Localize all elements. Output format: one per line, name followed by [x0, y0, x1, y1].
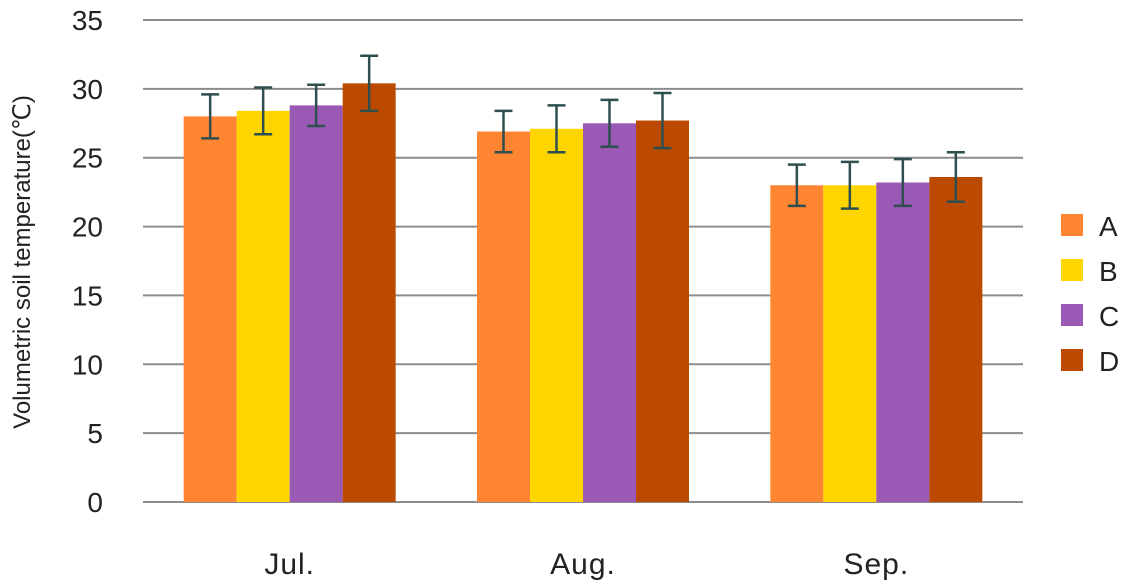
error-bar: [494, 109, 513, 154]
bar-a: [183, 116, 237, 503]
bar-a: [477, 131, 530, 502]
y-tick-label: 20: [72, 212, 103, 243]
x-axis-categories: Jul. Aug. Sep.: [264, 548, 909, 581]
bar-c: [876, 182, 930, 502]
bar-a: [770, 185, 824, 502]
y-tick-label: 0: [87, 487, 103, 518]
bar-d: [929, 176, 983, 502]
bar-c: [583, 123, 636, 503]
x-category-label: Sep.: [843, 548, 909, 581]
y-tick-label: 15: [72, 280, 103, 311]
error-bar: [547, 104, 566, 154]
y-axis-ticks: 0 5 10 15 20 25 30 35: [72, 5, 103, 518]
legend-label: D: [1099, 346, 1119, 377]
bar-c: [289, 105, 343, 502]
x-category-label: Jul.: [264, 548, 315, 581]
bar-b: [236, 110, 290, 503]
bar-b: [823, 185, 877, 502]
bar-d: [636, 120, 689, 502]
error-bar: [787, 163, 806, 208]
y-axis-label: Volumetric soil temperature(℃): [9, 95, 36, 429]
y-tick-label: 35: [72, 5, 103, 36]
x-category-label: Aug.: [550, 548, 616, 581]
legend-label: A: [1099, 211, 1118, 242]
legend-label: C: [1099, 301, 1119, 332]
error-bar: [653, 91, 672, 150]
error-bar: [893, 157, 912, 208]
bars: [183, 83, 983, 503]
error-bar: [254, 86, 273, 136]
bar-d: [342, 83, 396, 502]
legend-swatch: [1061, 349, 1083, 371]
y-tick-label: 10: [72, 349, 103, 380]
legend-swatch: [1061, 304, 1083, 326]
error-bar: [201, 93, 220, 140]
error-bar: [600, 98, 619, 148]
error-bar: [946, 150, 965, 204]
legend-swatch: [1061, 259, 1083, 281]
error-bars: [201, 54, 965, 210]
error-bar: [360, 54, 379, 113]
bar-b: [530, 128, 583, 502]
legend-label: B: [1099, 256, 1118, 287]
y-tick-label: 25: [72, 143, 103, 174]
error-bar: [840, 160, 859, 210]
legend-swatch: [1061, 214, 1083, 236]
y-tick-label: 30: [72, 74, 103, 105]
y-tick-label: 5: [87, 418, 103, 449]
error-bar: [307, 83, 326, 128]
